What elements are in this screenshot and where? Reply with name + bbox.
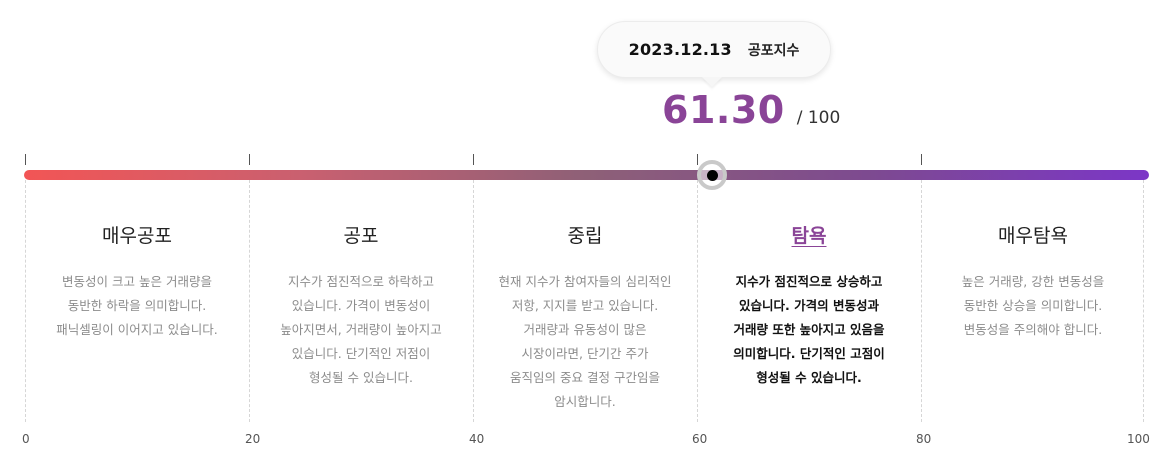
zone-divider	[249, 180, 250, 422]
zone-description: 지수가 점진적으로 하락하고 있습니다. 가격이 변동성이 높아지면서, 거래량…	[280, 274, 442, 385]
axis-label: 100	[1127, 432, 1150, 446]
axis-label: 60	[692, 432, 708, 446]
score-display: 61.30 / 100	[662, 88, 840, 138]
zone-divider	[1143, 180, 1144, 422]
zone-title: 공포	[343, 225, 379, 247]
zone-divider	[25, 180, 26, 422]
zone-neutral: 중립 현재 지수가 참여자들의 심리적인 저항, 지지를 받고 있습니다. 거래…	[473, 222, 697, 414]
zone-description: 변동성이 크고 높은 거래량을 동반한 하락을 의미합니다. 패닉셀링이 이어지…	[56, 274, 218, 337]
gauge-tick	[25, 154, 26, 165]
zone-divider	[921, 180, 922, 422]
zone-extreme-fear: 매우공포 변동성이 크고 높은 거래량을 동반한 하락을 의미합니다. 패닉셀링…	[25, 222, 249, 342]
gauge-gradient-bar	[24, 170, 1149, 180]
axis-label: 0	[22, 432, 30, 446]
zone-title: 매우공포	[102, 225, 172, 247]
gauge-tick	[921, 154, 922, 165]
zone-description: 높은 거래량, 강한 변동성을 동반한 상승을 의미합니다. 변동성을 주의해야…	[961, 274, 1105, 337]
gauge-tick	[249, 154, 250, 165]
axis-label: 80	[916, 432, 932, 446]
axis-label: 20	[245, 432, 261, 446]
tooltip-date: 2023.12.13	[628, 40, 732, 59]
gauge-tick	[697, 154, 698, 165]
tooltip-label: 공포지수	[747, 42, 800, 59]
zone-description: 현재 지수가 참여자들의 심리적인 저항, 지지를 받고 있습니다. 거래량과 …	[498, 274, 672, 409]
axis-label: 40	[469, 432, 485, 446]
gauge-tick	[473, 154, 474, 165]
gauge-marker-ring[interactable]	[697, 160, 727, 190]
zone-description: 지수가 점진적으로 상승하고 있습니다. 가격의 변동성과 거래량 또한 높아지…	[733, 274, 885, 385]
zone-title: 중립	[567, 225, 603, 247]
zone-divider	[697, 180, 698, 422]
date-tooltip: 2023.12.13 공포지수	[597, 21, 831, 78]
zone-title: 매우탐욕	[998, 225, 1068, 247]
zone-divider	[473, 180, 474, 422]
gauge-marker-dot	[707, 170, 718, 181]
score-max: / 100	[796, 108, 841, 128]
score-value: 61.30	[662, 88, 785, 132]
zone-extreme-greed: 매우탐욕 높은 거래량, 강한 변동성을 동반한 상승을 의미합니다. 변동성을…	[921, 222, 1145, 342]
zone-title-active-link[interactable]: 탐욕	[791, 225, 827, 247]
zone-fear: 공포 지수가 점진적으로 하락하고 있습니다. 가격이 변동성이 높아지면서, …	[249, 222, 473, 390]
zone-greed: 탐욕 지수가 점진적으로 상승하고 있습니다. 가격의 변동성과 거래량 또한 …	[697, 222, 921, 390]
